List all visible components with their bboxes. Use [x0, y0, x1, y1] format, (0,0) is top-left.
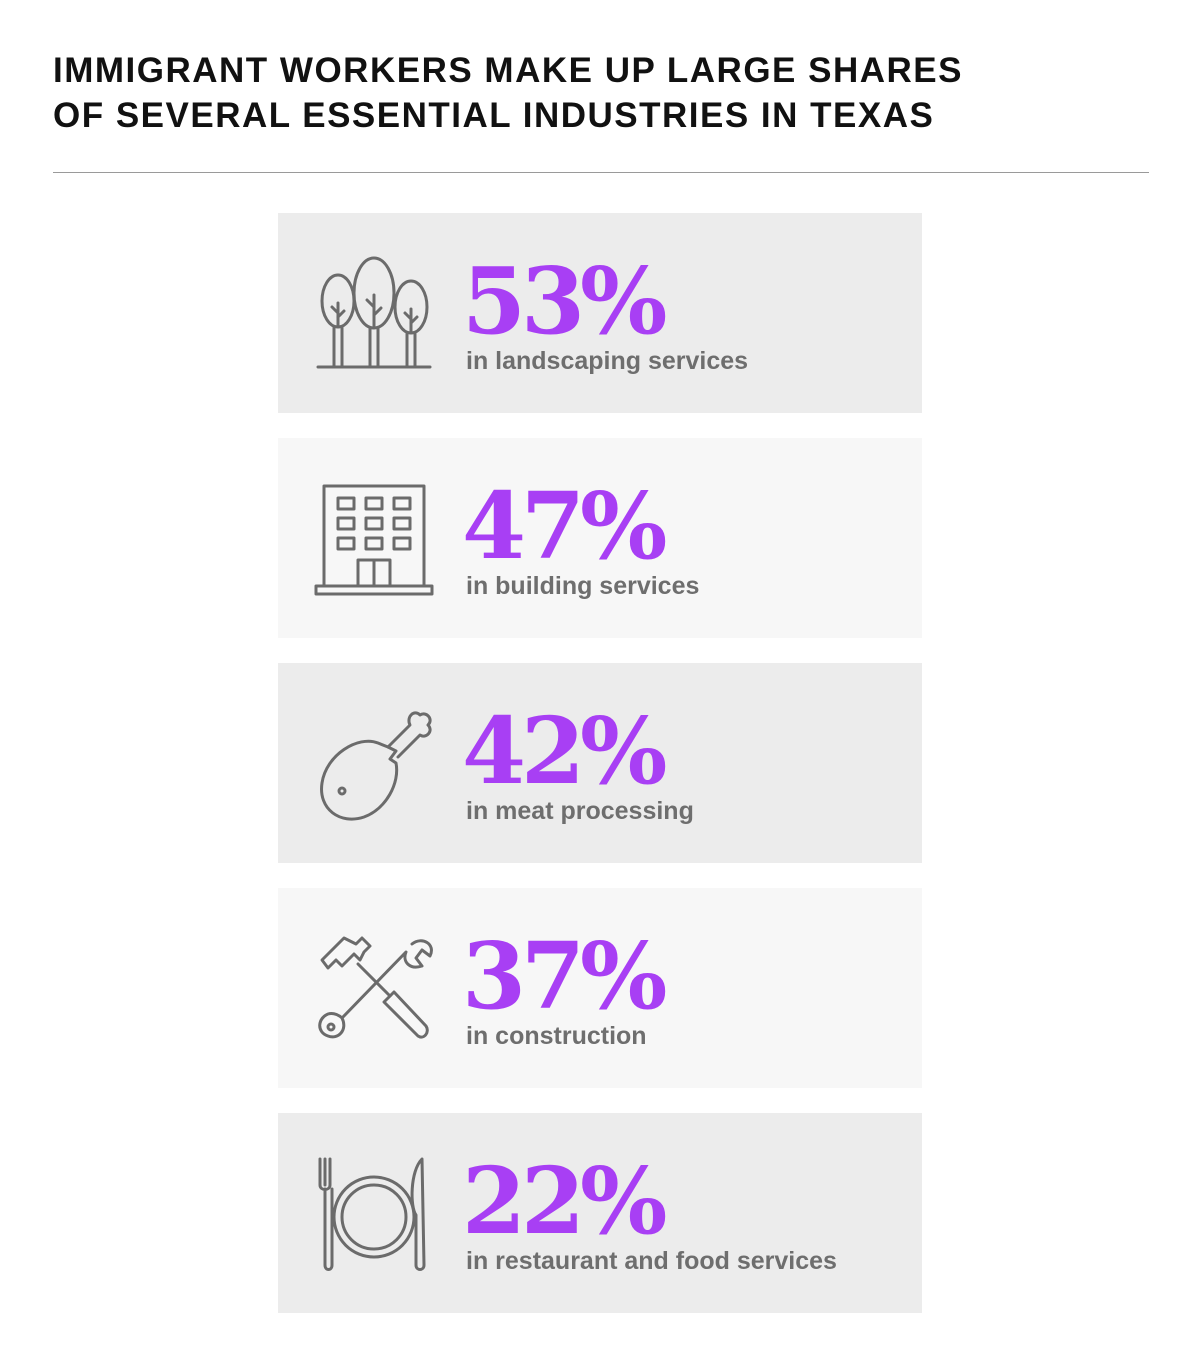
stat-value: 22%	[462, 1147, 667, 1255]
hammer-wrench-icon	[314, 930, 434, 1050]
stat-value: 47%	[462, 472, 667, 580]
stat-card-building: 47% in building services	[278, 438, 922, 638]
stat-label: in restaurant and food services	[466, 1247, 837, 1275]
stat-label: in meat processing	[466, 797, 694, 825]
stat-label: in landscaping services	[466, 347, 749, 375]
stat-card-landscaping: 53% in landscaping services	[278, 213, 922, 413]
building-icon	[314, 480, 434, 600]
plate-fork-knife-icon	[314, 1155, 434, 1275]
stat-value: 37%	[462, 922, 667, 1030]
drumstick-icon	[314, 705, 434, 825]
stat-cards: 53% in landscaping services 47% in build…	[278, 213, 922, 1338]
stat-value: 53%	[462, 247, 667, 355]
title-line-1: IMMIGRANT WORKERS MAKE UP LARGE SHARES	[53, 51, 963, 90]
stat-card-restaurant: 22% in restaurant and food services	[278, 1113, 922, 1313]
stat-label: in building services	[466, 572, 700, 600]
page-title: IMMIGRANT WORKERS MAKE UP LARGE SHARES O…	[53, 48, 1153, 138]
stat-value: 42%	[462, 697, 667, 805]
title-line-2: OF SEVERAL ESSENTIAL INDUSTRIES IN TEXAS	[53, 96, 935, 135]
title-divider	[53, 172, 1149, 173]
trees-icon	[314, 255, 434, 375]
stat-label: in construction	[466, 1022, 647, 1050]
stat-card-meat: 42% in meat processing	[278, 663, 922, 863]
stat-card-construction: 37% in construction	[278, 888, 922, 1088]
